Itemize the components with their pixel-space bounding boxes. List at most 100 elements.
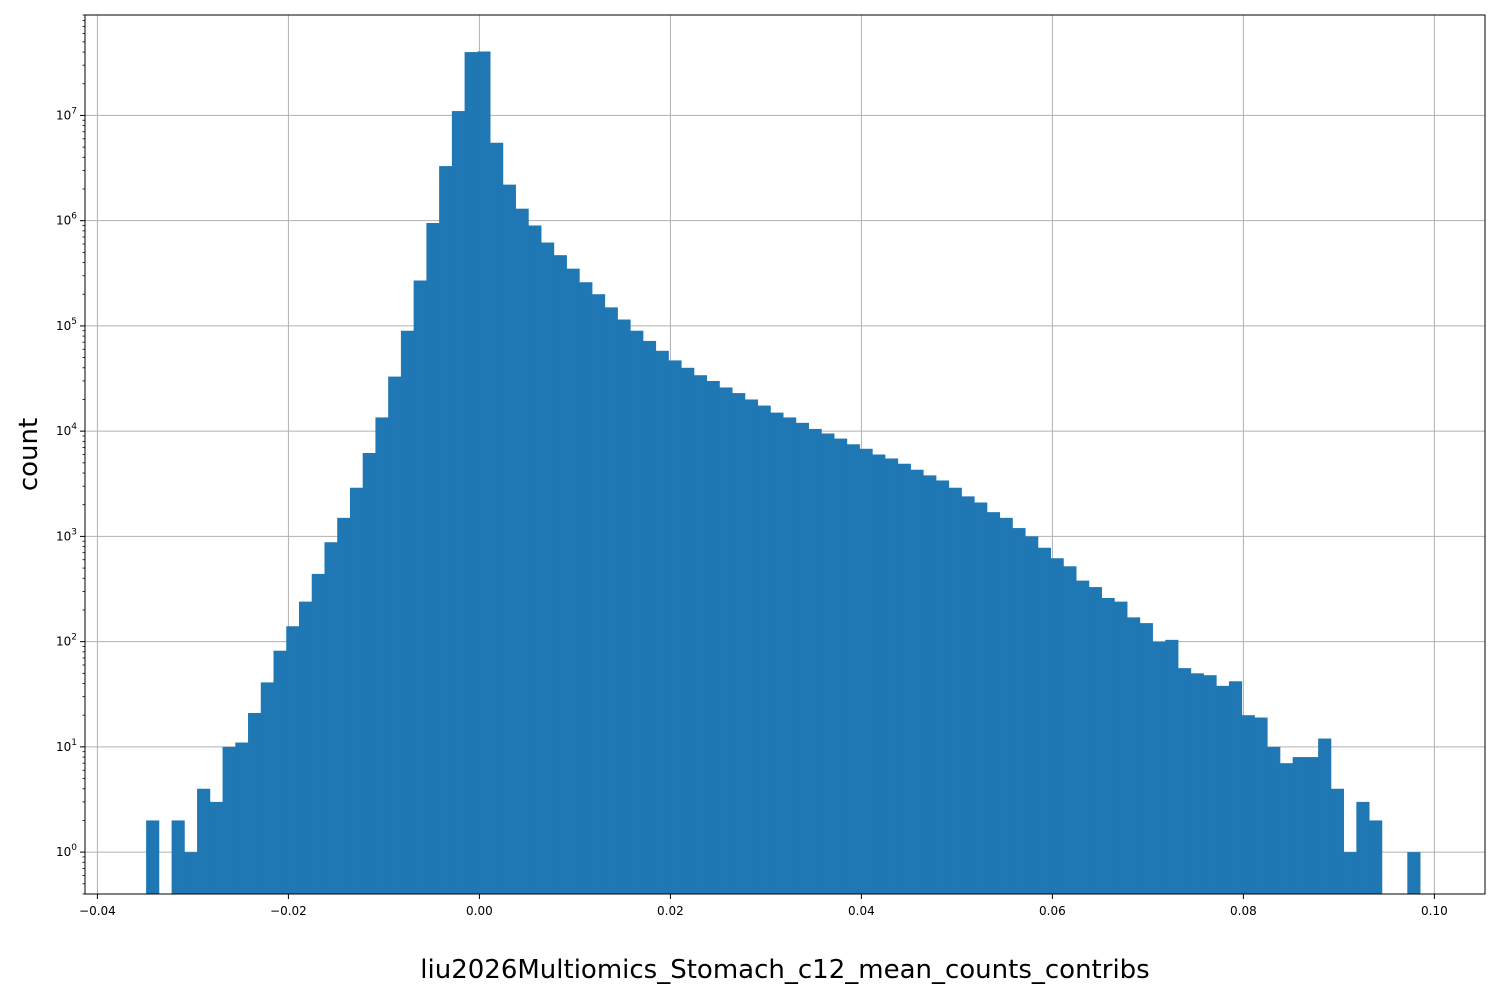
histogram-bar: [935, 480, 950, 894]
histogram-bar: [719, 387, 733, 894]
histogram-bar: [795, 422, 809, 894]
histogram-bar: [757, 405, 771, 894]
histogram-bar: [1343, 852, 1357, 894]
x-tick-label: 0.00: [466, 904, 493, 918]
histogram-bar: [681, 367, 695, 894]
y-tick-label: 105: [56, 317, 77, 333]
histogram-bar: [897, 463, 911, 894]
histogram-bar: [617, 319, 631, 894]
histogram-bar: [668, 360, 682, 894]
y-tick-label: 104: [56, 422, 77, 438]
histogram-bar: [375, 417, 389, 894]
histogram-bar: [846, 444, 860, 894]
histogram-bar: [1152, 641, 1166, 894]
histogram-bar: [1165, 639, 1179, 894]
histogram-bar: [604, 307, 618, 894]
histogram-bar: [999, 517, 1013, 894]
x-tick-label: −0.04: [79, 904, 116, 918]
histogram-bar: [1330, 788, 1345, 894]
histogram-bar: [1012, 528, 1026, 894]
x-tick-label: 0.02: [657, 904, 684, 918]
x-tick-label: 0.04: [848, 904, 875, 918]
histogram-bar: [439, 166, 453, 894]
histogram-bar: [413, 280, 427, 894]
histogram-bar: [1292, 757, 1306, 894]
histogram-bar: [1407, 852, 1421, 894]
histogram-bar: [1356, 801, 1370, 894]
histogram-bar: [362, 453, 376, 894]
histogram-bar: [630, 330, 644, 895]
histogram-bar: [197, 788, 211, 894]
histogram-bar: [286, 626, 300, 894]
histogram-bar: [1050, 558, 1064, 894]
y-tick-label: 101: [56, 738, 77, 754]
histogram-bar: [986, 512, 1001, 894]
histogram-bar: [783, 417, 797, 894]
y-tick-label: 102: [56, 633, 77, 649]
histogram-bar: [744, 399, 759, 894]
histogram-bar: [1037, 547, 1052, 894]
histogram-bar: [885, 458, 899, 894]
histogram-bar: [311, 573, 325, 894]
y-tick-label: 106: [56, 212, 77, 228]
histogram-bar: [566, 268, 580, 894]
histogram-bar: [260, 682, 274, 894]
histogram-bar: [1114, 601, 1128, 894]
histogram-bar: [184, 852, 198, 894]
x-axis-title: liu2026Multiomics_Stomach_c12_mean_count…: [420, 955, 1149, 985]
y-axis-ticks: 100 101 102 103 104 105 106 107: [56, 14, 85, 895]
histogram-bar: [324, 542, 338, 894]
histogram-bar: [1203, 675, 1217, 894]
histogram-bar: [1025, 536, 1039, 894]
histogram-bar: [222, 746, 236, 894]
histogram-bar: [834, 438, 848, 894]
histogram-bar: [732, 393, 746, 894]
histogram-bar: [579, 282, 593, 894]
histogram-bar: [655, 350, 669, 894]
y-tick-label: 100: [56, 843, 77, 859]
histogram-bar: [235, 742, 249, 894]
histogram-bar: [961, 496, 975, 894]
histogram-bar: [171, 820, 185, 894]
histogram-bar: [1101, 597, 1115, 894]
x-tick-label: −0.02: [270, 904, 307, 918]
histogram-bars: [146, 51, 1421, 895]
histogram-bar: [821, 433, 835, 894]
histogram-bar: [209, 801, 223, 894]
histogram-bar: [1267, 746, 1281, 894]
y-tick-label: 107: [56, 106, 77, 122]
histogram-bar: [1228, 681, 1243, 894]
histogram-bar: [910, 469, 924, 894]
histogram-bar: [490, 142, 504, 894]
histogram-bar: [1190, 673, 1204, 894]
histogram-bar: [706, 380, 720, 894]
histogram-bar: [872, 454, 886, 894]
histogram-bar: [1254, 717, 1268, 894]
histogram-bar: [1127, 617, 1141, 894]
histogram-bar: [528, 225, 542, 895]
histogram-bar: [693, 375, 708, 894]
histogram-bar: [591, 294, 606, 895]
histogram-bar: [337, 517, 351, 894]
histogram-bar: [1216, 685, 1230, 894]
histogram-bar: [974, 502, 988, 894]
histogram-bar: [553, 255, 567, 894]
histogram-bar: [298, 601, 313, 894]
histogram-bar: [502, 184, 516, 894]
histogram-bar: [1305, 757, 1319, 894]
x-tick-label: 0.08: [1230, 904, 1257, 918]
histogram-bar: [923, 475, 937, 894]
histogram-bar: [859, 448, 873, 894]
y-tick-label: 103: [56, 527, 77, 543]
histogram-bar: [642, 340, 657, 894]
histogram-bar: [1063, 566, 1077, 894]
y-axis-title: count: [14, 418, 44, 491]
histogram-bar: [1088, 587, 1102, 894]
histogram-bar: [541, 242, 555, 894]
histogram-bar: [808, 428, 822, 894]
histogram-bar: [388, 376, 402, 895]
histogram-bar: [477, 51, 491, 895]
histogram-bar: [1241, 715, 1255, 894]
histogram-bar: [349, 487, 364, 894]
